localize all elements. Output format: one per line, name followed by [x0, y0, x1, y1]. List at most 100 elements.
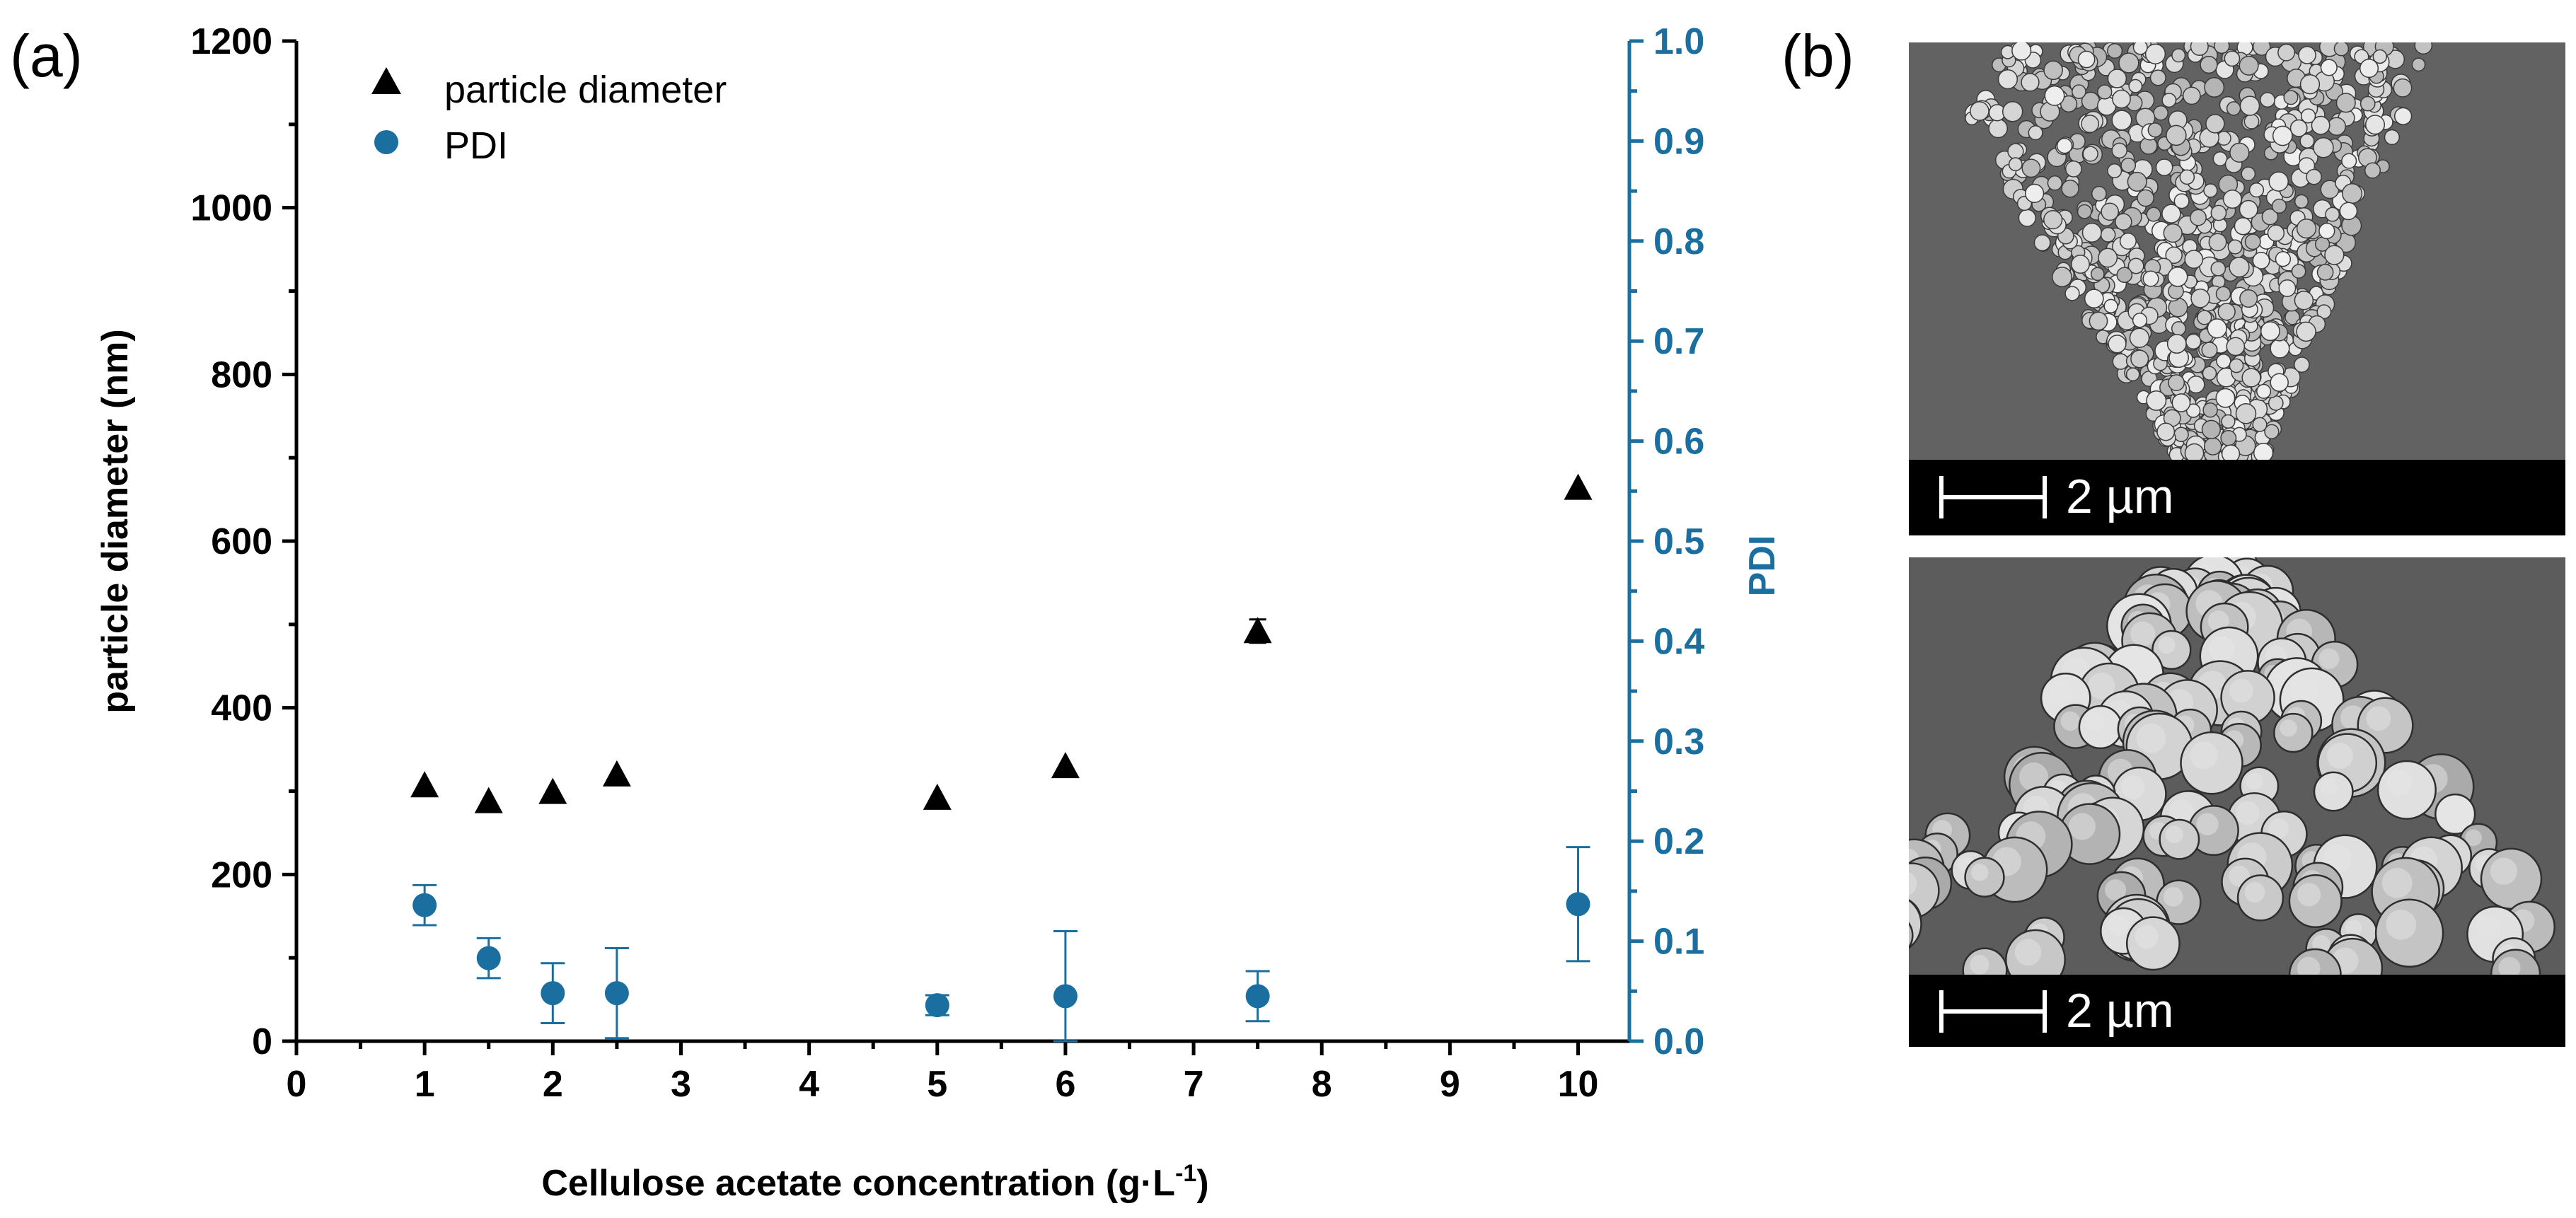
- particle-highlight: [1823, 922, 1854, 953]
- particle-highlight: [2048, 680, 2071, 703]
- particle: [1909, 899, 1922, 949]
- particle: [2229, 142, 2250, 163]
- particle: [2190, 42, 2209, 56]
- particle: [2270, 338, 2290, 359]
- particle: [2011, 42, 2032, 61]
- particle: [2028, 125, 2043, 141]
- particle: [2311, 115, 2330, 135]
- particle: [2007, 143, 2024, 160]
- particle: [2173, 193, 2190, 209]
- particle: [2137, 189, 2154, 207]
- y-tick-label: 1200: [190, 21, 272, 62]
- particle-highlight: [2196, 813, 2219, 836]
- diameter-point: [1564, 473, 1593, 500]
- particle: [2216, 353, 2231, 369]
- particle-highlight: [2163, 887, 2183, 907]
- particle: [2260, 92, 2275, 108]
- particle: [2299, 74, 2321, 95]
- particle: [2316, 304, 2332, 320]
- micrograph-bottom-particles: [1823, 557, 2555, 975]
- particle: [2234, 217, 2252, 236]
- particle: [2205, 114, 2225, 134]
- particle: [2264, 424, 2280, 439]
- y2-tick-label: 0.6: [1653, 422, 1704, 463]
- y2-tick-label: 0.7: [1653, 321, 1704, 362]
- particle: [2190, 209, 2207, 226]
- particle: [2210, 204, 2227, 221]
- particle: [2166, 334, 2187, 354]
- particle: [2241, 368, 2261, 388]
- particle-highlight: [2135, 924, 2159, 949]
- particle-highlight: [2068, 813, 2096, 840]
- particle: [2277, 43, 2296, 62]
- diameter-point: [410, 771, 439, 798]
- particle: [2185, 333, 2202, 350]
- particle: [2294, 290, 2314, 311]
- particle: [2033, 234, 2051, 252]
- particle: [2227, 239, 2243, 255]
- particle-highlight: [2014, 939, 2042, 966]
- particle: [2306, 168, 2322, 185]
- x-tick-label: 6: [1055, 1064, 1075, 1105]
- particle: [2220, 429, 2237, 446]
- particle: [2235, 402, 2257, 424]
- particle: [2224, 50, 2241, 67]
- particle: [2082, 146, 2098, 162]
- particle: [2411, 57, 2426, 72]
- particle: [2316, 264, 2334, 281]
- particle: [2200, 55, 2218, 74]
- particle: [2339, 202, 2358, 221]
- series-pdi: [412, 846, 1590, 1043]
- particle: [2111, 142, 2127, 159]
- particle: [2184, 250, 2204, 269]
- particle: [2064, 160, 2082, 178]
- particle-highlight: [2490, 857, 2517, 885]
- particle: [2210, 260, 2226, 277]
- particle-highlight: [2107, 915, 2128, 936]
- particle: [2103, 298, 2118, 313]
- particle-highlight: [2165, 825, 2183, 844]
- x-tick-label: 7: [1184, 1064, 1204, 1105]
- particle: [2261, 208, 2279, 226]
- x-axis-title: Cellulose acetate concentration (g·L-1): [541, 1160, 1208, 1204]
- particle: [2098, 248, 2118, 268]
- particle: [2393, 78, 2413, 98]
- particle: [2185, 403, 2201, 418]
- particle: [2372, 49, 2388, 64]
- particle: [2243, 113, 2260, 129]
- particle: [2056, 137, 2073, 154]
- particle: [2132, 42, 2148, 55]
- particle: [2221, 414, 2236, 429]
- axes: [294, 41, 1631, 1043]
- particle: [2222, 189, 2242, 209]
- particle: [2203, 183, 2218, 198]
- particle-highlight: [1881, 904, 1902, 925]
- particle: [2260, 321, 2280, 342]
- particle-highlight: [1877, 921, 1896, 940]
- particle: [2021, 73, 2040, 92]
- particle-highlight: [2441, 800, 2459, 818]
- particle-highlight: [2244, 882, 2265, 903]
- particle-highlight: [2236, 801, 2260, 825]
- pdi-point: [1053, 984, 1078, 1009]
- particle: [2208, 233, 2227, 252]
- particle: [2252, 417, 2268, 432]
- particle: [2229, 256, 2250, 278]
- particle: [2384, 129, 2401, 146]
- y2-tick-label: 0.8: [1653, 221, 1704, 262]
- y-tick-label: 600: [211, 521, 272, 562]
- y-tick-label: 200: [211, 854, 272, 895]
- particle-highlight: [2498, 957, 2521, 975]
- particle: [2207, 318, 2227, 339]
- particle: [2061, 179, 2079, 198]
- particle: [2101, 202, 2120, 221]
- particle-highlight: [2019, 762, 2048, 791]
- particle: [2291, 264, 2306, 279]
- particle: [2294, 194, 2309, 209]
- legend-label-pdi: PDI: [444, 124, 508, 167]
- particle: [2226, 337, 2246, 356]
- particle-highlight: [2207, 610, 2229, 632]
- x-tick-label: 8: [1312, 1064, 1332, 1105]
- particle: [2052, 267, 2072, 288]
- particle: [2107, 42, 2123, 59]
